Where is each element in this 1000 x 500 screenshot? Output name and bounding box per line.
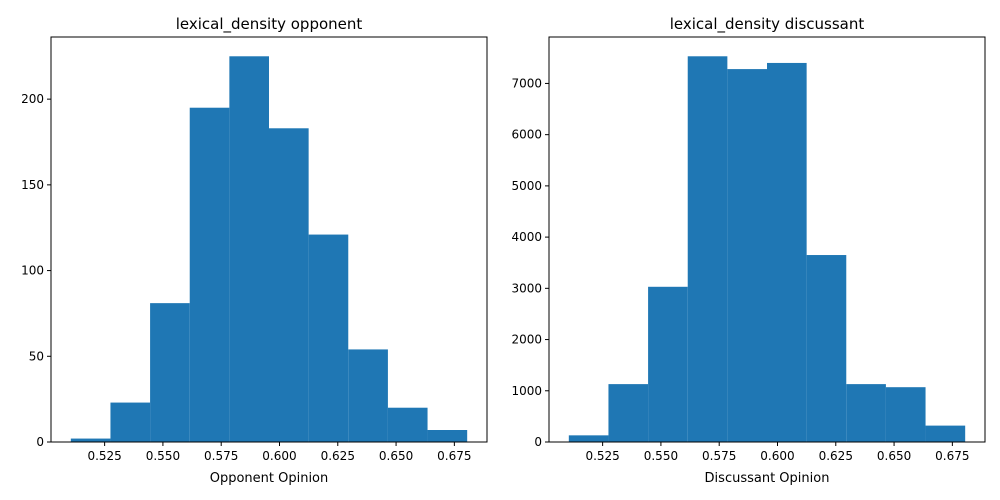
x-tick-label: 0.575: [702, 449, 736, 463]
x-ticks: 0.525 0.550 0.575 0.600 0.625 0.650 0.675: [87, 442, 472, 463]
histogram-bar: [308, 234, 349, 442]
histogram-bar: [767, 62, 807, 442]
y-tick-label: 200: [21, 92, 44, 106]
x-tick-label: 0.625: [321, 449, 355, 463]
histogram-bar: [568, 435, 609, 442]
y-tick-label: 1000: [511, 384, 542, 398]
discussant-histogram: lexical_density discussant Discussant Op…: [511, 15, 986, 486]
histogram-bar: [348, 349, 388, 442]
y-tick-label: 7000: [511, 76, 542, 90]
x-tick-label: 0.675: [437, 449, 471, 463]
histogram-bar: [70, 438, 111, 442]
x-tick-label: 0.575: [204, 449, 238, 463]
x-ticks: 0.525 0.550 0.575 0.600 0.625 0.650 0.675: [585, 442, 970, 463]
x-tick-label: 0.550: [146, 449, 180, 463]
y-ticks: 0 1000 2000 3000 4000 5000 6000 7000: [511, 76, 549, 449]
histogram-bar: [806, 255, 847, 442]
histogram-bar: [387, 407, 428, 442]
y-ticks: 0 50 100 150 200: [21, 92, 51, 449]
bars: [70, 56, 468, 443]
histogram-bar: [925, 425, 966, 442]
histogram-bar: [846, 384, 886, 442]
y-tick-label: 150: [21, 178, 44, 192]
y-tick-label: 5000: [511, 179, 542, 193]
y-tick-label: 3000: [511, 281, 542, 295]
histogram-bar: [727, 69, 767, 442]
histogram-bar: [648, 286, 688, 442]
y-tick-label: 0: [36, 435, 44, 449]
y-tick-label: 50: [29, 349, 44, 363]
histogram-bar: [427, 430, 468, 442]
bars: [568, 56, 966, 443]
x-tick-label: 0.525: [87, 449, 121, 463]
y-tick-label: 0: [534, 435, 542, 449]
histogram-bar: [269, 128, 309, 443]
y-tick-label: 6000: [511, 128, 542, 142]
x-tick-label: 0.600: [760, 449, 794, 463]
y-tick-label: 100: [21, 264, 44, 278]
chart-title: lexical_density discussant: [670, 15, 865, 34]
x-tick-label: 0.525: [585, 449, 619, 463]
x-tick-label: 0.625: [819, 449, 853, 463]
x-axis-label: Opponent Opinion: [210, 471, 329, 486]
x-tick-label: 0.675: [935, 449, 969, 463]
histogram-bar: [687, 56, 728, 443]
histogram-bar: [189, 107, 230, 442]
histogram-bar: [885, 387, 926, 442]
axes-frame: [548, 36, 986, 443]
histogram-bar: [150, 303, 190, 442]
y-tick-label: 2000: [511, 333, 542, 347]
histogram-bar: [110, 402, 151, 442]
opponent-histogram: lexical_density opponent Opponent Opinio…: [21, 15, 488, 486]
x-tick-label: 0.650: [877, 449, 911, 463]
x-tick-label: 0.600: [262, 449, 296, 463]
x-tick-label: 0.550: [644, 449, 678, 463]
histogram-bar: [608, 384, 649, 442]
x-tick-label: 0.650: [379, 449, 413, 463]
x-axis-label: Discussant Opinion: [705, 471, 830, 486]
chart-title: lexical_density opponent: [176, 15, 363, 34]
histogram-bar: [229, 56, 269, 443]
y-tick-label: 4000: [511, 230, 542, 244]
axes-frame: [50, 36, 488, 443]
